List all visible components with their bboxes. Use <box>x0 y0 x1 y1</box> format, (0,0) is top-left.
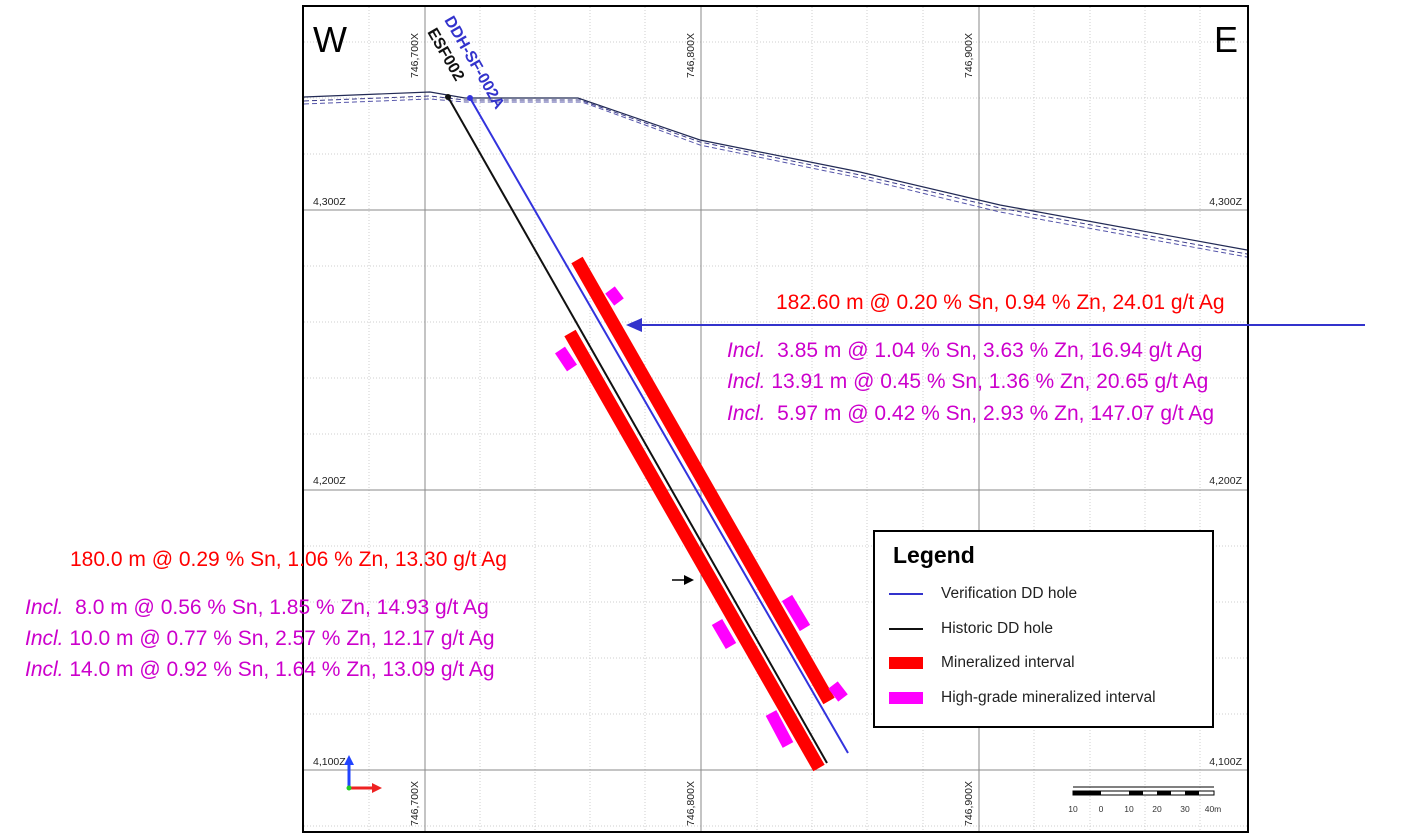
include-text: 13.91 m @ 0.45 % Sn, 1.36 % Zn, 20.65 g/… <box>765 370 1209 393</box>
high-grade-interval <box>555 346 577 372</box>
include-text: 14.0 m @ 0.92 % Sn, 1.64 % Zn, 13.09 g/t… <box>63 658 495 681</box>
legend-item-mineralized: Mineralized interval <box>889 652 1075 674</box>
legend-item-label: Historic DD hole <box>941 620 1053 637</box>
x-tick-label-top: 746,700X <box>409 33 421 78</box>
scale-label: 10 <box>1124 804 1134 814</box>
z-tick-label-left: 4,100Z <box>313 756 346 768</box>
legend: Legend Verification DD hole Historic DD … <box>873 530 1214 728</box>
verification-include-line: Incl. 13.91 m @ 0.45 % Sn, 1.36 % Zn, 20… <box>727 371 1208 392</box>
include-prefix: Incl. <box>727 339 766 362</box>
historic-hole-trace <box>447 96 828 764</box>
high-grade-interval <box>605 286 624 306</box>
scale-label: 40m <box>1205 804 1222 814</box>
high-grade-interval <box>828 681 848 702</box>
high-grade-interval <box>711 618 737 650</box>
include-text: 3.85 m @ 1.04 % Sn, 3.63 % Zn, 16.94 g/t… <box>765 339 1203 362</box>
historic-main-intercept: 180.0 m @ 0.29 % Sn, 1.06 % Zn, 13.30 g/… <box>70 548 507 571</box>
east-label: E <box>1214 19 1238 60</box>
high-grade-intervals <box>555 286 848 748</box>
legend-item-high-grade: High-grade mineralized interval <box>889 687 1156 709</box>
mineralized-interval-verification <box>571 256 835 705</box>
verification-main-intercept: 182.60 m @ 0.20 % Sn, 0.94 % Zn, 24.01 g… <box>776 291 1225 314</box>
mineralized-interval-historic <box>564 329 825 772</box>
legend-swatch-red-box <box>889 657 923 669</box>
verification-include-line: Incl. 3.85 m @ 1.04 % Sn, 3.63 % Zn, 16.… <box>727 340 1202 361</box>
historic-callout-arrow <box>672 575 694 585</box>
major-grid <box>304 7 1247 831</box>
include-text: 8.0 m @ 0.56 % Sn, 1.85 % Zn, 14.93 g/t … <box>63 596 489 619</box>
z-tick-label-right: 4,100Z <box>1209 756 1242 768</box>
legend-item-label: High-grade mineralized interval <box>941 689 1156 706</box>
legend-swatch-blue-line <box>889 593 923 595</box>
verification-collar-dot <box>467 95 473 101</box>
scale-bar: 10 0 10 20 30 40m <box>1068 786 1222 814</box>
verification-include-line: Incl. 5.97 m @ 0.42 % Sn, 2.93 % Zn, 147… <box>727 403 1214 424</box>
legend-swatch-black-line <box>889 628 923 630</box>
minor-grid <box>304 7 1247 831</box>
x-tick-label-top: 746,900X <box>963 33 975 78</box>
include-prefix: Incl. <box>25 627 64 650</box>
legend-item-historic: Historic DD hole <box>889 618 1053 640</box>
include-prefix: Incl. <box>25 658 64 681</box>
include-prefix: Incl. <box>727 402 766 425</box>
scale-label: 0 <box>1099 804 1104 814</box>
include-prefix: Incl. <box>727 370 766 393</box>
x-tick-label-bottom: 746,800X <box>685 781 697 826</box>
include-text: 10.0 m @ 0.77 % Sn, 2.57 % Zn, 12.17 g/t… <box>63 627 495 650</box>
historic-collar-dot <box>445 94 451 100</box>
orientation-axes-icon <box>344 755 382 793</box>
x-tick-label-top: 746,800X <box>685 33 697 78</box>
high-grade-interval <box>781 594 811 632</box>
legend-swatch-magenta-box <box>889 692 923 704</box>
historic-include-line: Incl. 14.0 m @ 0.92 % Sn, 1.64 % Zn, 13.… <box>25 659 495 680</box>
x-tick-label-bottom: 746,900X <box>963 781 975 826</box>
z-tick-label-left: 4,200Z <box>313 475 346 487</box>
legend-item-label: Verification DD hole <box>941 585 1078 602</box>
legend-item-verification: Verification DD hole <box>889 583 1077 605</box>
topography-lines <box>303 91 1248 258</box>
include-text: 5.97 m @ 0.42 % Sn, 2.93 % Zn, 147.07 g/… <box>765 402 1215 425</box>
z-tick-label-right: 4,300Z <box>1209 196 1242 208</box>
scale-label: 20 <box>1152 804 1162 814</box>
x-tick-label-bottom: 746,700X <box>409 781 421 826</box>
historic-include-line: Incl. 10.0 m @ 0.77 % Sn, 2.57 % Zn, 12.… <box>25 628 495 649</box>
include-prefix: Incl. <box>25 596 64 619</box>
z-tick-label-left: 4,300Z <box>313 196 346 208</box>
legend-title: Legend <box>893 542 975 568</box>
high-grade-interval <box>765 710 794 748</box>
scale-label: 10 <box>1068 804 1078 814</box>
west-label: W <box>313 19 347 60</box>
legend-item-label: Mineralized interval <box>941 654 1075 671</box>
z-tick-label-right: 4,200Z <box>1209 475 1242 487</box>
verification-callout-arrow <box>626 318 1365 332</box>
historic-include-line: Incl. 8.0 m @ 0.56 % Sn, 1.85 % Zn, 14.9… <box>25 597 489 618</box>
verification-hole-trace <box>469 97 849 754</box>
scale-label: 30 <box>1180 804 1190 814</box>
